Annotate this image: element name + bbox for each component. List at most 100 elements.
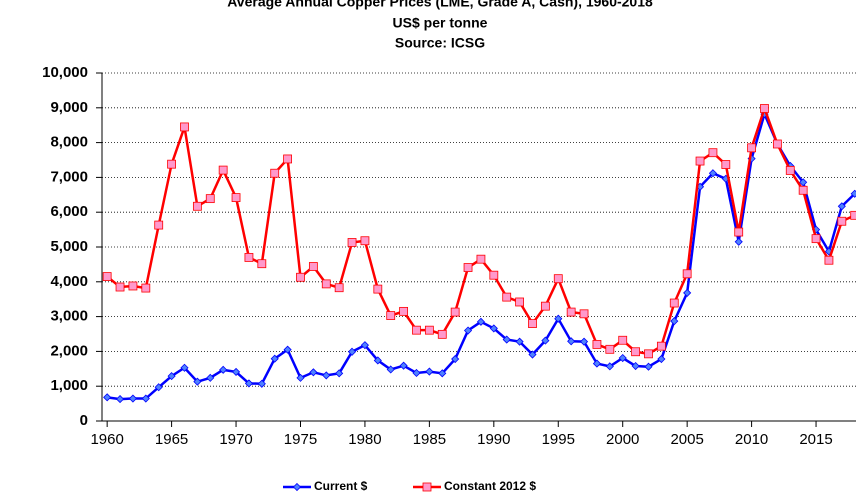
data-point: [270, 354, 279, 363]
data-point: [489, 324, 498, 333]
data-point: [850, 210, 856, 220]
data-point: [502, 292, 512, 302]
data-point: [476, 254, 486, 264]
data-point: [206, 373, 215, 382]
y-tick-label: 0: [80, 412, 88, 429]
data-point: [192, 201, 202, 211]
data-point: [180, 122, 189, 132]
x-tick-label: 2000: [606, 431, 639, 448]
data-point: [167, 372, 176, 381]
y-tick-label: 5,000: [50, 238, 88, 255]
data-point: [373, 284, 383, 294]
data-point: [451, 354, 460, 364]
data-point: [760, 104, 769, 113]
data-point: [772, 139, 782, 149]
data-point: [335, 369, 344, 378]
x-tick-label: 1995: [542, 431, 575, 448]
data-point: [308, 262, 318, 271]
data-point: [798, 185, 808, 195]
data-point: [811, 234, 821, 244]
data-point: [154, 383, 163, 392]
data-point: [283, 345, 292, 354]
data-point: [850, 189, 856, 198]
y-tick-label: 2,000: [50, 342, 88, 359]
data-point: [386, 311, 396, 320]
y-tick-label: 3,000: [50, 308, 88, 325]
data-point: [747, 143, 756, 153]
legend-marker: [292, 482, 302, 492]
data-point: [579, 309, 589, 319]
data-point: [837, 202, 846, 211]
data-point: [244, 379, 253, 388]
data-point: [734, 227, 744, 237]
data-point: [708, 148, 718, 158]
data-point: [270, 168, 280, 178]
data-point: [618, 353, 627, 363]
data-point: [438, 369, 447, 378]
data-point: [528, 350, 537, 359]
data-point: [657, 354, 666, 364]
data-point: [799, 178, 808, 187]
y-tick-label: 7,000: [50, 168, 88, 185]
x-tick-label: 1960: [90, 431, 123, 448]
data-point: [347, 347, 357, 356]
data-point: [644, 349, 653, 359]
data-point: [154, 220, 164, 230]
y-tick-label: 9,000: [50, 99, 88, 116]
x-tick-label: 1990: [477, 431, 510, 448]
data-point: [257, 379, 266, 388]
x-tick-label: 1980: [348, 431, 381, 448]
data-point: [399, 306, 409, 316]
legend-label: Current $: [314, 479, 368, 493]
data-point: [670, 317, 679, 326]
data-point: [554, 314, 563, 323]
legend-marker: [422, 482, 432, 492]
data-point: [450, 307, 460, 317]
data-point: [553, 274, 563, 284]
y-tick-label: 4,000: [50, 273, 88, 290]
data-point: [528, 319, 537, 328]
data-point: [631, 347, 640, 357]
data-point: [231, 367, 241, 376]
data-point: [115, 395, 125, 404]
chart-subtitle: US$ per tonne: [393, 15, 488, 31]
y-tick-label: 1,000: [50, 377, 88, 394]
x-tick-label: 1965: [155, 431, 188, 448]
data-point: [347, 238, 357, 247]
data-point: [515, 337, 524, 346]
data-point: [128, 281, 138, 291]
data-point: [463, 326, 473, 335]
data-point: [102, 272, 112, 281]
data-point: [540, 301, 550, 311]
data-point: [103, 393, 112, 402]
data-point: [708, 169, 717, 178]
data-point: [115, 282, 125, 292]
data-point: [592, 340, 602, 349]
data-point: [257, 259, 267, 269]
y-tick-label: 10,000: [42, 64, 88, 81]
data-point: [669, 298, 679, 308]
data-point: [360, 341, 369, 350]
data-point: [605, 344, 615, 354]
data-point: [425, 367, 434, 376]
data-point: [476, 317, 485, 326]
legend-label: Constant 2012 $: [444, 479, 536, 493]
data-point: [437, 329, 447, 339]
data-point: [283, 154, 293, 164]
data-point: [502, 335, 511, 344]
x-tick-label: 1975: [284, 431, 317, 448]
data-point: [631, 361, 640, 371]
data-point: [141, 394, 150, 403]
data-point: [515, 297, 524, 307]
data-point: [141, 283, 151, 293]
data-point: [360, 236, 370, 246]
data-point: [322, 371, 331, 380]
x-tick-label: 2015: [799, 431, 832, 448]
data-point: [334, 283, 344, 293]
x-tick-label: 1970: [219, 431, 252, 448]
data-point: [734, 237, 743, 246]
data-point: [167, 159, 177, 169]
chart-title: Average Annual Copper Prices (LME, Grade…: [227, 0, 653, 10]
data-point: [837, 216, 847, 226]
